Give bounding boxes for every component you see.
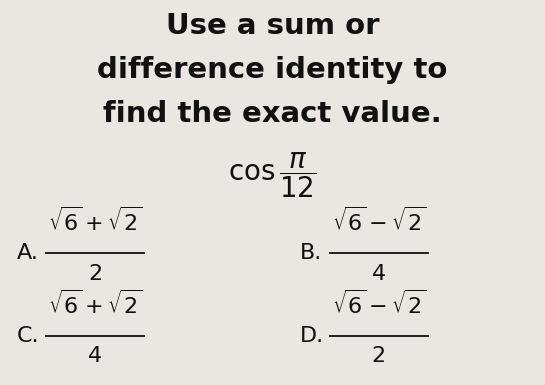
Text: B.: B. (300, 243, 322, 263)
Text: $\sqrt{6}+\sqrt{2}$: $\sqrt{6}+\sqrt{2}$ (48, 206, 143, 235)
Text: A.: A. (16, 243, 38, 263)
Text: difference identity to: difference identity to (98, 56, 447, 84)
Text: 4: 4 (88, 346, 102, 367)
Text: 4: 4 (372, 264, 386, 284)
Text: D.: D. (300, 326, 324, 346)
Text: $\sqrt{6}+\sqrt{2}$: $\sqrt{6}+\sqrt{2}$ (48, 289, 143, 318)
Text: find the exact value.: find the exact value. (103, 100, 442, 128)
Text: Use a sum or: Use a sum or (166, 12, 379, 40)
Text: $\sqrt{6}-\sqrt{2}$: $\sqrt{6}-\sqrt{2}$ (331, 206, 426, 235)
Text: $\sqrt{6}-\sqrt{2}$: $\sqrt{6}-\sqrt{2}$ (331, 289, 426, 318)
Text: 2: 2 (372, 346, 386, 367)
Text: 2: 2 (88, 264, 102, 284)
Text: $\mathrm{cos}\,\dfrac{\pi}{12}$: $\mathrm{cos}\,\dfrac{\pi}{12}$ (228, 150, 317, 200)
Text: C.: C. (16, 326, 39, 346)
